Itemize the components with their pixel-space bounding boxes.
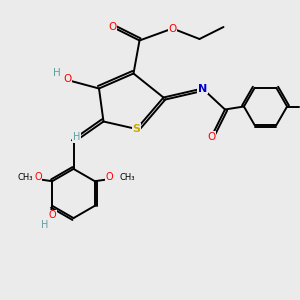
Text: H: H [41,220,48,230]
Text: S: S [133,124,140,134]
Text: O: O [108,22,117,32]
Text: N: N [198,83,207,94]
Text: CH₃: CH₃ [119,173,135,182]
Text: H: H [53,68,61,79]
Text: O: O [207,131,216,142]
Text: H: H [73,132,80,142]
Text: O: O [63,74,72,84]
Text: O: O [34,172,42,182]
Text: CH₃: CH₃ [17,173,33,182]
Text: O: O [48,210,56,220]
Text: O: O [105,172,113,182]
Text: O: O [168,23,177,34]
